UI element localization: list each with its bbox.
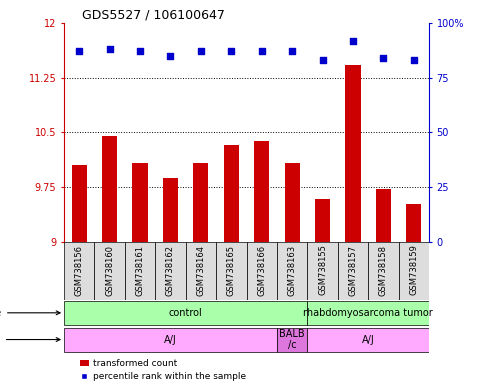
Point	[197, 48, 205, 55]
Bar	[345, 65, 360, 242]
Text: GDS5527 / 106100647: GDS5527 / 106100647	[82, 9, 225, 22]
Bar	[186, 242, 216, 300]
Legend: transformed count, percentile rank within the sample: transformed count, percentile rank withi…	[76, 355, 250, 384]
Text: GSM738158: GSM738158	[379, 245, 388, 296]
Text: rhabdomyosarcoma tumor: rhabdomyosarcoma tumor	[303, 308, 433, 318]
Text: strain: strain	[0, 334, 60, 344]
Text: GSM738160: GSM738160	[105, 245, 114, 296]
Text: GSM738163: GSM738163	[287, 245, 297, 296]
Bar	[133, 163, 148, 242]
Point	[106, 46, 113, 52]
Bar	[125, 242, 155, 300]
Text: control: control	[169, 308, 203, 318]
Bar	[315, 199, 330, 242]
Bar	[284, 163, 300, 242]
Text: GSM738161: GSM738161	[136, 245, 144, 296]
Point	[349, 38, 357, 44]
Text: GSM738164: GSM738164	[196, 245, 206, 296]
Bar	[368, 242, 398, 300]
Bar	[102, 136, 117, 242]
Point	[288, 48, 296, 55]
Point	[410, 57, 418, 63]
Bar	[224, 146, 239, 242]
Text: GSM738155: GSM738155	[318, 245, 327, 295]
Text: GSM738156: GSM738156	[75, 245, 84, 296]
Bar	[338, 242, 368, 300]
Bar	[406, 204, 422, 242]
Text: GSM738166: GSM738166	[257, 245, 266, 296]
Point	[75, 48, 83, 55]
Bar	[277, 328, 307, 352]
Point	[380, 55, 387, 61]
Text: GSM738165: GSM738165	[227, 245, 236, 296]
Bar	[216, 242, 246, 300]
Text: GSM738159: GSM738159	[409, 245, 418, 295]
Bar	[307, 242, 338, 300]
Bar	[307, 328, 429, 352]
Text: GSM738157: GSM738157	[349, 245, 357, 296]
Bar	[155, 242, 186, 300]
Bar	[95, 242, 125, 300]
Bar	[163, 177, 178, 242]
Bar	[64, 242, 95, 300]
Bar	[277, 242, 307, 300]
Bar	[398, 242, 429, 300]
Text: GSM738162: GSM738162	[166, 245, 175, 296]
Bar	[71, 165, 87, 242]
Point	[258, 48, 266, 55]
Text: tissue: tissue	[0, 308, 60, 318]
Text: A/J: A/J	[164, 334, 177, 344]
Text: A/J: A/J	[362, 334, 375, 344]
Bar	[376, 189, 391, 242]
Point	[227, 48, 235, 55]
Bar	[307, 301, 429, 325]
Bar	[246, 242, 277, 300]
Point	[136, 48, 144, 55]
Bar	[193, 163, 209, 242]
Point	[167, 53, 175, 59]
Text: BALB
/c: BALB /c	[280, 329, 305, 350]
Bar	[64, 301, 307, 325]
Point	[318, 57, 326, 63]
Bar	[254, 141, 269, 242]
Bar	[64, 328, 277, 352]
